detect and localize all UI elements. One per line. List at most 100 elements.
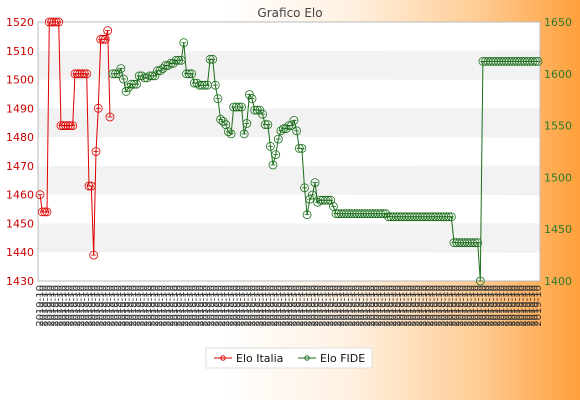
x-tick-label: 2019-10 <box>344 285 355 327</box>
x-tick-label: 2019-10 <box>191 285 202 327</box>
data-point <box>132 79 142 89</box>
x-tick-label: 2019-10 <box>280 285 291 327</box>
data-point <box>124 82 134 92</box>
data-point <box>258 109 267 119</box>
x-tick-label: 2019-10 <box>35 285 46 327</box>
x-tick-label: 2019-10 <box>239 285 250 327</box>
legend-marker-elo-fide <box>304 355 310 361</box>
x-tick-label: 2019-10 <box>251 285 262 327</box>
x-tick-label: 2019-10 <box>39 285 50 327</box>
data-point <box>276 126 286 136</box>
grid-band <box>38 108 540 138</box>
data-point <box>168 59 178 68</box>
x-tick-label: 2019-10 <box>485 285 496 327</box>
x-tick-label: 2019-10 <box>284 285 295 327</box>
x-tick-label: 2019-10 <box>291 285 302 327</box>
data-point <box>226 129 236 139</box>
x-tick-label: 2019-10 <box>87 285 98 327</box>
x-tick-label: 2019-10 <box>113 285 124 327</box>
data-point <box>68 121 78 130</box>
data-point <box>242 119 252 128</box>
data-point <box>179 38 189 48</box>
x-tick-label: 2019-10 <box>362 285 373 327</box>
data-point <box>223 127 233 137</box>
x-tick-label: 2019-10 <box>314 285 325 327</box>
data-point <box>86 181 96 191</box>
x-tick-label: 2019-10 <box>187 285 198 327</box>
x-tick-label: 2019-10 <box>410 285 421 327</box>
grid-band <box>38 165 540 195</box>
x-tick-label: 2019-10 <box>518 285 529 327</box>
x-tick-label: 2019-10 <box>258 285 269 327</box>
series-elo-italia <box>35 17 115 260</box>
x-tick-label: 2019-10 <box>80 285 91 327</box>
data-point <box>265 141 275 151</box>
data-point <box>263 120 273 129</box>
x-tick-label: 2019-10 <box>236 285 247 327</box>
x-tick-label: 2019-10 <box>143 285 154 327</box>
y-left-tick-label: 1480 <box>6 131 34 144</box>
x-tick-label: 2019-10 <box>425 285 436 327</box>
x-tick-label: 2019-10 <box>474 285 485 327</box>
plot-area <box>37 21 541 282</box>
y-right-tick-label: 1550 <box>544 120 572 133</box>
x-tick-label: 2019-10 <box>277 285 288 327</box>
data-point <box>297 143 307 153</box>
data-point <box>313 197 323 207</box>
x-axis: 2019-102019-102019-102019-102019-102019-… <box>35 285 544 327</box>
x-tick-label: 2019-10 <box>451 285 462 327</box>
x-tick-label: 2019-10 <box>366 285 377 327</box>
x-tick-label: 2019-10 <box>533 285 544 327</box>
y-left-tick-label: 1520 <box>6 16 34 29</box>
y-left-tick-label: 1500 <box>6 74 34 87</box>
grid-band <box>38 22 540 51</box>
x-tick-label: 2019-10 <box>68 285 79 327</box>
x-tick-label: 2019-10 <box>106 285 117 327</box>
data-point <box>244 90 254 99</box>
x-tick-label: 2019-10 <box>98 285 109 327</box>
data-point <box>302 210 312 220</box>
x-tick-label: 2019-10 <box>384 285 395 327</box>
x-tick-label: 2019-10 <box>247 285 258 327</box>
x-tick-label: 2019-10 <box>340 285 351 327</box>
x-tick-label: 2019-10 <box>202 285 213 327</box>
y-left-tick-label: 1470 <box>6 160 34 173</box>
y-right-tick-label: 1450 <box>544 223 572 236</box>
x-tick-label: 2019-10 <box>262 285 273 327</box>
x-tick-label: 2019-10 <box>511 285 522 327</box>
x-tick-label: 2019-10 <box>158 285 169 327</box>
y-right-tick-label: 1400 <box>544 275 572 288</box>
data-point <box>158 64 168 73</box>
x-tick-label: 2019-10 <box>139 285 150 327</box>
x-tick-label: 2019-10 <box>381 285 392 327</box>
data-point <box>91 147 101 156</box>
x-tick-label: 2019-10 <box>329 285 340 327</box>
x-tick-label: 2019-10 <box>396 285 407 327</box>
x-tick-label: 2019-10 <box>72 285 83 327</box>
data-point <box>35 190 45 200</box>
x-tick-label: 2019-10 <box>444 285 455 327</box>
data-point <box>82 69 92 79</box>
data-point <box>268 160 278 170</box>
data-point <box>271 150 281 160</box>
x-tick-label: 2019-10 <box>169 285 180 327</box>
x-tick-label: 2019-10 <box>299 285 310 327</box>
x-tick-label: 2019-10 <box>228 285 239 327</box>
x-tick-label: 2019-10 <box>440 285 451 327</box>
plot-border <box>37 21 541 282</box>
x-tick-label: 2019-10 <box>407 285 418 327</box>
x-tick-label: 2019-10 <box>221 285 232 327</box>
legend-label-elo-fide: Elo FIDE <box>320 352 365 365</box>
x-tick-label: 2019-10 <box>95 285 106 327</box>
x-tick-label: 2019-10 <box>429 285 440 327</box>
x-tick-label: 2019-10 <box>195 285 206 327</box>
x-tick-label: 2019-10 <box>128 285 139 327</box>
grid-band <box>38 223 540 253</box>
data-point <box>113 69 123 79</box>
x-tick-label: 2019-10 <box>46 285 57 327</box>
x-tick-label: 2019-10 <box>514 285 525 327</box>
x-tick-label: 2019-10 <box>173 285 184 327</box>
x-tick-label: 2019-10 <box>317 285 328 327</box>
x-tick-label: 2019-10 <box>109 285 120 327</box>
x-tick-label: 2019-10 <box>500 285 511 327</box>
